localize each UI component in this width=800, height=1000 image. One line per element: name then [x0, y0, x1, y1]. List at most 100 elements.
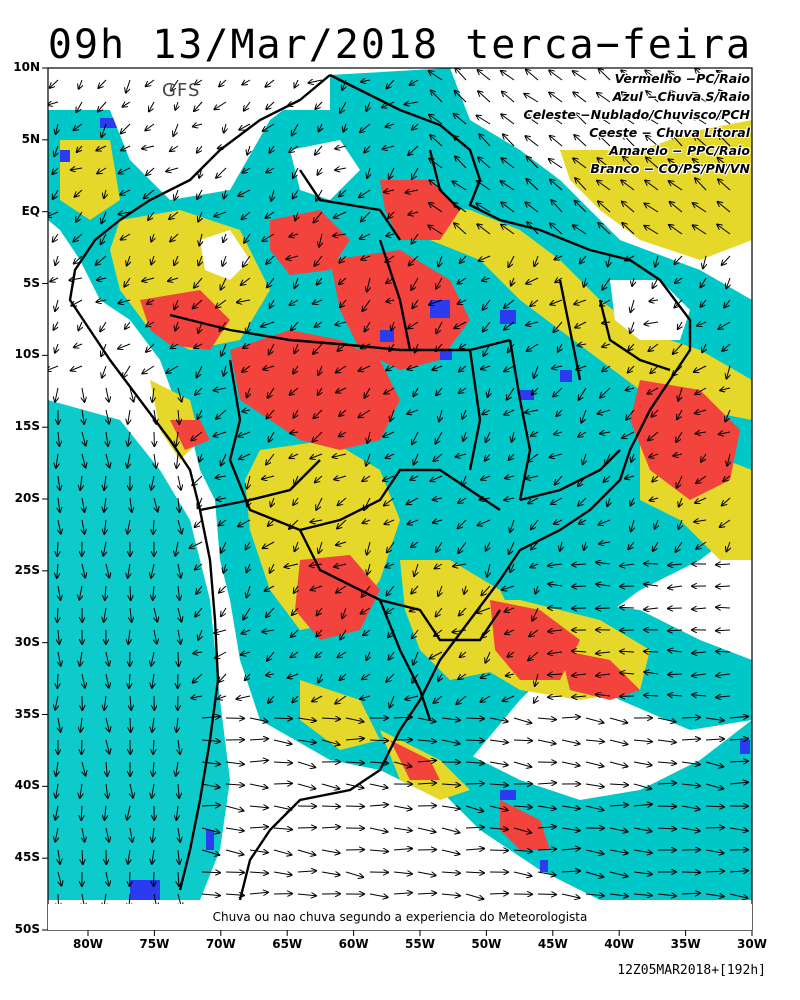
wind-arrow — [600, 387, 611, 398]
wind-arrow — [650, 365, 659, 373]
wind-arrow — [436, 277, 443, 289]
wind-arrow — [130, 695, 131, 710]
wind-arrow — [360, 696, 371, 699]
wind-arrow — [319, 541, 323, 553]
wind-arrow — [145, 123, 155, 130]
wind-arrow — [465, 718, 484, 719]
wind-arrow — [169, 211, 179, 219]
wind-arrow — [316, 629, 323, 637]
wind-arrow — [266, 168, 275, 173]
wind-arrow — [525, 115, 539, 125]
wind-arrow — [362, 673, 371, 679]
wind-arrow — [238, 431, 251, 437]
wind-arrow — [106, 453, 110, 468]
wind-arrow — [526, 322, 539, 325]
wind-arrow — [105, 805, 107, 820]
wind-arrow — [504, 365, 515, 371]
wind-arrow — [596, 674, 611, 676]
wind-arrow — [717, 114, 731, 125]
wind-arrow — [723, 475, 731, 481]
lat-label: 35S — [14, 706, 40, 721]
wind-arrow — [596, 608, 611, 609]
wind-arrow — [361, 80, 371, 82]
wind-arrow — [511, 277, 514, 286]
wind-arrow — [268, 387, 275, 398]
wind-arrow — [369, 827, 388, 832]
wind-arrow — [477, 607, 491, 613]
axis-ticks — [42, 67, 753, 936]
wind-arrow — [178, 519, 182, 534]
wind-arrow — [531, 519, 539, 529]
wind-arrow — [390, 409, 394, 421]
wind-arrow — [460, 344, 467, 349]
wind-arrow — [213, 431, 227, 436]
wind-arrow — [247, 145, 250, 155]
wind-arrow — [178, 497, 179, 512]
wind-arrow — [626, 409, 635, 420]
lon-label: 45W — [537, 937, 568, 951]
wind-arrow — [289, 234, 299, 237]
wind-arrow — [315, 101, 323, 109]
wind-arrow — [294, 585, 298, 593]
wind-arrow — [414, 563, 418, 576]
wind-arrow — [221, 453, 227, 465]
wind-arrow — [503, 695, 515, 701]
wind-arrow — [245, 673, 251, 680]
wind-arrow — [438, 255, 442, 266]
wind-arrow — [527, 157, 539, 169]
wind-arrow — [130, 585, 131, 600]
wind-arrow — [386, 454, 395, 458]
wind-arrow — [106, 673, 109, 688]
wind-arrow — [127, 519, 130, 534]
wind-arrow — [386, 234, 395, 236]
wind-arrow — [657, 828, 676, 829]
wind-arrow — [550, 180, 563, 191]
lon-label: 80W — [73, 937, 103, 951]
wind-arrow — [459, 607, 467, 616]
wind-arrow — [679, 497, 682, 507]
wind-arrow — [622, 223, 635, 235]
wind-arrow — [53, 189, 59, 199]
wind-arrow — [151, 255, 154, 264]
wind-arrow — [453, 564, 467, 566]
wind-arrow — [479, 255, 491, 261]
wind-arrow — [507, 387, 515, 400]
wind-arrow — [644, 584, 659, 586]
wind-arrow — [657, 762, 676, 764]
lon-label: 50W — [471, 937, 502, 951]
wind-arrow — [201, 783, 220, 788]
wind-arrow — [607, 497, 610, 506]
wind-arrow — [337, 519, 347, 529]
wind-arrow — [106, 387, 109, 402]
wind-arrow — [574, 135, 587, 147]
wind-arrow — [695, 497, 707, 503]
wind-arrow — [693, 159, 707, 169]
wind-arrow — [585, 784, 604, 787]
wind-arrow — [106, 651, 109, 666]
wind-arrow — [532, 607, 539, 621]
wind-arrow — [82, 849, 83, 864]
wind-arrow — [602, 365, 611, 371]
wind-arrow — [717, 225, 731, 235]
wind-arrow — [121, 233, 131, 240]
wind-arrow — [644, 116, 659, 125]
wind-arrow — [596, 562, 611, 564]
legend: Vermelho −PC/Raio Azul −Chuva S/Raio Cel… — [524, 70, 750, 178]
wind-arrow — [525, 410, 539, 413]
wind-arrow — [585, 894, 604, 896]
wind-arrow — [315, 651, 323, 657]
wind-arrow — [462, 409, 466, 419]
wind-arrow — [106, 827, 109, 842]
wind-arrow — [620, 564, 635, 566]
wind-arrow — [725, 409, 731, 422]
wind-arrow — [152, 783, 154, 798]
wind-arrow — [152, 849, 154, 864]
wind-arrow — [273, 828, 292, 830]
wind-arrow — [53, 233, 59, 242]
wind-arrow — [668, 650, 683, 652]
wind-arrow — [504, 498, 515, 500]
wind-arrow — [221, 541, 227, 553]
wind-arrow — [249, 739, 268, 740]
wind-arrow — [294, 277, 298, 288]
wind-arrow — [290, 299, 299, 305]
